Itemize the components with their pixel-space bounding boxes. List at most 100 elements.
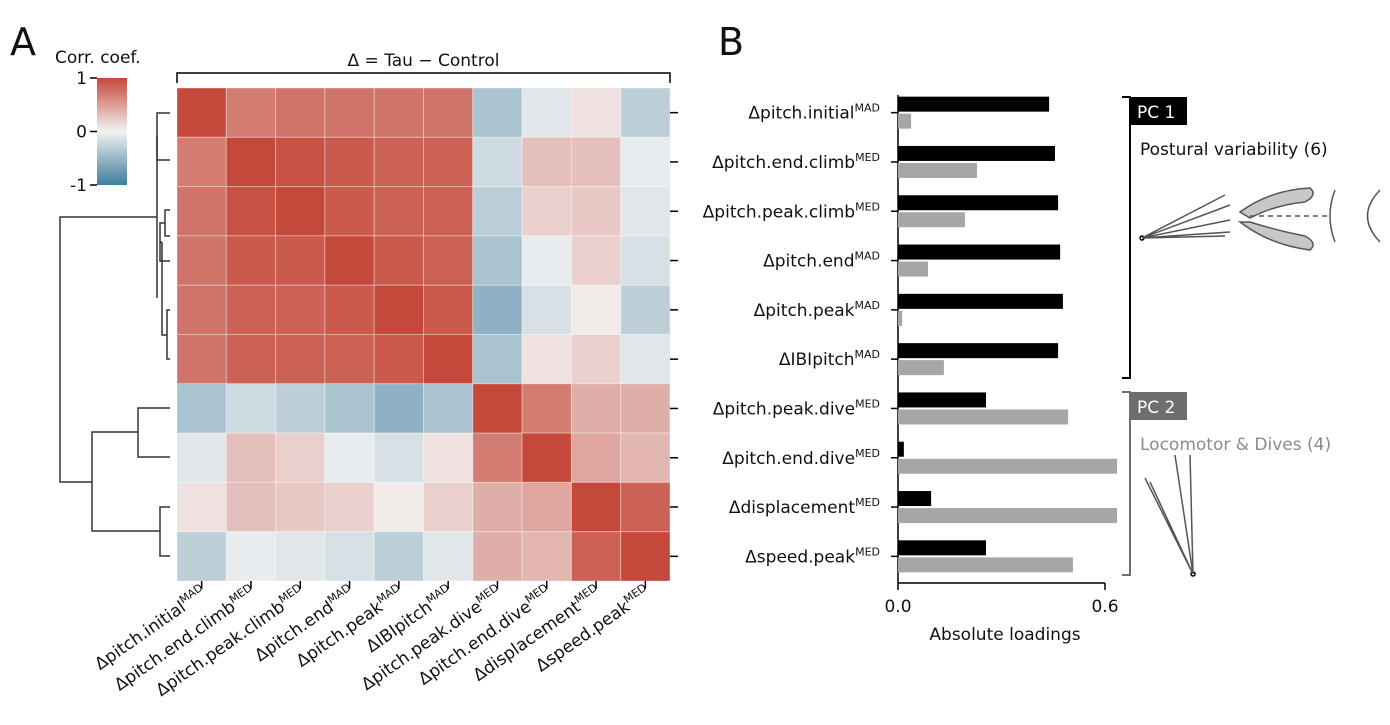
bar bbox=[898, 162, 978, 178]
heatmap-cell bbox=[472, 136, 523, 188]
y-tick-label: Δpitch.endMAD bbox=[763, 250, 880, 272]
heatmap-cell bbox=[521, 235, 572, 286]
heatmap-cell bbox=[423, 87, 474, 138]
y-tick-label-sup: MED bbox=[855, 496, 880, 509]
heatmap-cell bbox=[423, 284, 474, 336]
bar bbox=[898, 491, 932, 507]
heatmap-cell bbox=[373, 334, 425, 385]
bar bbox=[898, 508, 1118, 524]
bar bbox=[898, 557, 1073, 573]
colorbar bbox=[97, 78, 127, 185]
heatmap-cell bbox=[521, 334, 572, 385]
heatmap-cell bbox=[176, 383, 227, 434]
heatmap-cell bbox=[324, 186, 375, 237]
heatmap-cell bbox=[570, 235, 622, 286]
heatmap-cell bbox=[472, 235, 523, 286]
heatmap-cell bbox=[521, 481, 572, 533]
heatmap-cell bbox=[176, 334, 227, 385]
heatmap-cell bbox=[324, 383, 375, 434]
bar bbox=[898, 458, 1118, 474]
y-tick-label-base: Δspeed.peak bbox=[745, 547, 855, 567]
heatmap-cell bbox=[570, 87, 622, 138]
heatmap-cell bbox=[620, 432, 671, 483]
y-tick-label-sup: MED bbox=[855, 200, 880, 213]
group-label: PC 1 bbox=[1137, 103, 1175, 123]
heatmap-cell bbox=[324, 334, 375, 385]
bar bbox=[898, 293, 1063, 309]
chart-title: Δ = Tau − Control bbox=[348, 51, 500, 71]
heatmap-cell bbox=[423, 136, 474, 188]
bar bbox=[898, 392, 986, 408]
y-tick-label: Δpitch.end.diveMED bbox=[722, 447, 880, 469]
y-tick-label: Δpitch.peak.diveMED bbox=[713, 397, 880, 419]
heatmap-cell bbox=[570, 334, 622, 385]
x-axis-label: Absolute loadings bbox=[929, 625, 1080, 645]
heatmap-cell bbox=[225, 87, 277, 138]
y-tick-label-base: Δpitch.initial bbox=[748, 104, 854, 124]
heatmap-cell bbox=[472, 87, 523, 138]
y-tick-label: Δpitch.end.climbMED bbox=[712, 151, 880, 173]
bar bbox=[898, 409, 1069, 425]
y-tick-label-sup: MED bbox=[855, 151, 880, 164]
y-tick-label-base: ΔIBIpitch bbox=[779, 350, 855, 370]
y-tick-label: Δpitch.peak.climbMED bbox=[703, 200, 880, 222]
heatmap-cell bbox=[521, 136, 572, 188]
title-bracket bbox=[176, 72, 671, 83]
heatmap-cell bbox=[275, 432, 326, 483]
heatmap-cell bbox=[472, 383, 523, 434]
group-bracket bbox=[1122, 391, 1131, 576]
colorbar-label: Corr. coef. bbox=[55, 48, 141, 68]
heatmap-cell bbox=[324, 531, 375, 582]
heatmap-cell bbox=[225, 383, 277, 434]
bar bbox=[898, 360, 944, 376]
y-tick-label-sup: MAD bbox=[855, 250, 881, 263]
heatmap-cell bbox=[521, 186, 572, 237]
y-tick-label: ΔdisplacementMED bbox=[729, 496, 880, 518]
heatmap-cell bbox=[570, 136, 622, 188]
heatmap-cell bbox=[423, 235, 474, 286]
heatmap-cell bbox=[620, 531, 671, 582]
bar bbox=[898, 195, 1059, 211]
bar bbox=[898, 244, 1061, 260]
heatmap-cell bbox=[225, 531, 277, 582]
y-tick-label-base: Δpitch.end.dive bbox=[722, 449, 855, 469]
heatmap-cell bbox=[275, 334, 326, 385]
heatmap-cell bbox=[225, 284, 277, 336]
heatmap-cell bbox=[275, 186, 326, 237]
heatmap-cell bbox=[176, 136, 227, 188]
y-tick-label-base: Δpitch.peak.dive bbox=[713, 399, 855, 419]
heatmap-cell bbox=[373, 432, 425, 483]
heatmap-cell bbox=[521, 87, 572, 138]
heatmap-cell bbox=[521, 383, 572, 434]
heatmap-cell bbox=[373, 481, 425, 533]
bar bbox=[898, 145, 1055, 161]
heatmap-cell bbox=[275, 481, 326, 533]
group-description: Locomotor & Dives (4) bbox=[1140, 435, 1331, 455]
panel-label: B bbox=[718, 20, 744, 64]
heatmap-cell bbox=[225, 481, 277, 533]
heatmap-cell bbox=[472, 186, 523, 237]
heatmap-cell bbox=[324, 284, 375, 336]
heatmap-cell bbox=[620, 284, 671, 336]
group-badge bbox=[1130, 392, 1187, 420]
heatmap-cell bbox=[570, 531, 622, 582]
heatmap-cell bbox=[373, 284, 425, 336]
heatmap-cell bbox=[176, 235, 227, 286]
heatmap-cell bbox=[225, 136, 277, 188]
heatmap-cell bbox=[176, 87, 227, 138]
heatmap-cell bbox=[521, 531, 572, 582]
y-tick-label: Δpitch.initialMAD bbox=[748, 102, 880, 124]
heatmap-cell bbox=[275, 235, 326, 286]
heatmap-cell bbox=[423, 186, 474, 237]
heatmap-cell bbox=[620, 87, 671, 138]
heatmap-cell bbox=[373, 531, 425, 582]
heatmap-cell bbox=[275, 383, 326, 434]
y-tick-label: Δpitch.peakMAD bbox=[754, 299, 880, 321]
heatmap-cell bbox=[620, 383, 671, 434]
heatmap-cell bbox=[373, 383, 425, 434]
group-bracket bbox=[1122, 96, 1131, 379]
bar bbox=[898, 343, 1059, 359]
heatmap-cell bbox=[176, 186, 227, 237]
colorbar-tick-label: 0 bbox=[76, 123, 87, 143]
